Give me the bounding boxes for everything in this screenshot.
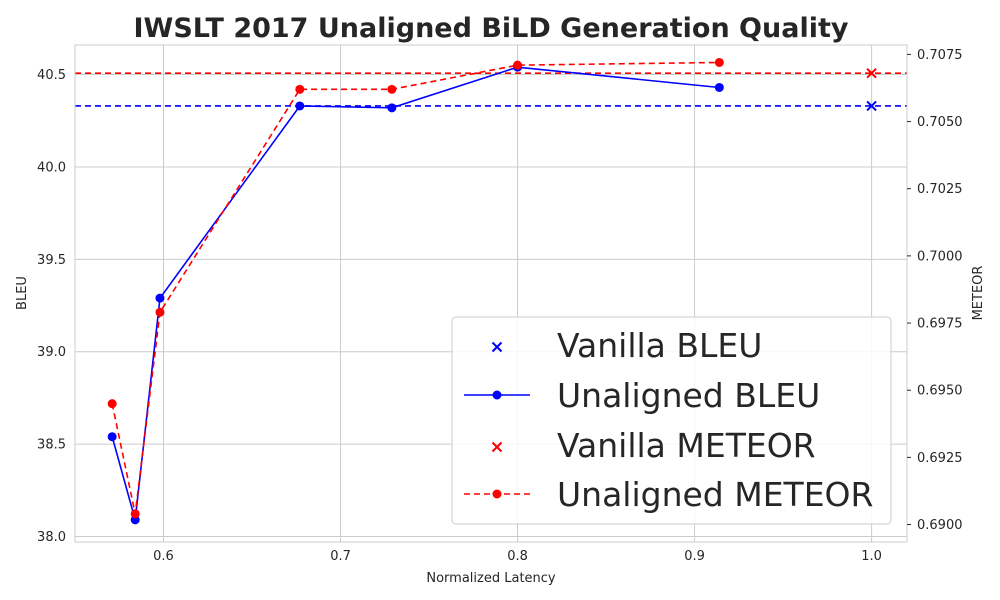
legend-marker-unaligned-bleu xyxy=(492,390,502,400)
legend-label: Vanilla METEOR xyxy=(557,426,816,465)
legend-entry-vanilla-bleu: Vanilla BLEU xyxy=(491,326,762,365)
unaligned-meteor-point xyxy=(155,307,165,317)
unaligned-bleu-point xyxy=(387,103,397,113)
x-tick-label: 0.7 xyxy=(330,549,351,564)
y-left-tick-label: 40.5 xyxy=(37,68,66,83)
unaligned-meteor-point xyxy=(107,399,117,409)
y-right-tick-label: 0.7050 xyxy=(917,115,963,130)
y-left-tick-label: 39.0 xyxy=(37,345,66,360)
legend-entry-vanilla-meteor: Vanilla METEOR xyxy=(491,426,816,465)
y-right-tick-label: 0.6900 xyxy=(917,518,963,533)
unaligned-meteor-point xyxy=(387,84,397,94)
x-tick-label: 0.9 xyxy=(684,549,705,564)
y-right-tick-label: 0.7025 xyxy=(917,182,963,197)
y-axis-right-label: METEOR xyxy=(971,266,986,321)
legend-box xyxy=(451,316,892,525)
legend-entry-unaligned-meteor: Unaligned METEOR xyxy=(464,475,873,514)
chart-title: IWSLT 2017 Unaligned BiLD Generation Qua… xyxy=(134,13,849,44)
x-tick-label: 0.8 xyxy=(507,549,528,564)
unaligned-bleu-point xyxy=(155,293,165,303)
y-axis-left-label: BLEU xyxy=(15,276,30,310)
unaligned-bleu-point xyxy=(107,432,117,442)
y-left-tick-label: 38.5 xyxy=(37,438,66,453)
x-tick-label: 1.0 xyxy=(861,549,882,564)
y-right-tick-label: 0.7075 xyxy=(917,48,963,63)
vanilla-meteor-point xyxy=(866,68,877,79)
legend-marker-unaligned-meteor xyxy=(492,489,502,499)
x-axis-label: Normalized Latency xyxy=(426,571,556,586)
legend-label: Unaligned BLEU xyxy=(557,376,820,415)
y-right-tick-label: 0.6925 xyxy=(917,451,963,466)
unaligned-meteor-point xyxy=(513,60,523,70)
unaligned-meteor-point xyxy=(295,84,305,94)
legend: Vanilla BLEU Unaligned BLEU Vanilla METEOR… xyxy=(451,316,892,525)
legend-label: Unaligned METEOR xyxy=(557,475,873,514)
vanilla-bleu-point xyxy=(866,100,877,112)
series-layer xyxy=(107,57,877,525)
unaligned-bleu-point xyxy=(295,101,305,111)
legend-label: Vanilla BLEU xyxy=(557,326,762,365)
legend-entry-unaligned-bleu: Unaligned BLEU xyxy=(464,376,820,415)
unaligned-meteor-point xyxy=(714,57,724,67)
legend-marker-vanilla-bleu xyxy=(491,341,503,353)
unaligned-bleu-point xyxy=(714,82,724,92)
y-right-tick-label: 0.6975 xyxy=(917,317,963,332)
x-tick-label: 0.6 xyxy=(153,549,174,564)
reference-lines xyxy=(75,72,907,107)
y-left-tick-label: 40.0 xyxy=(37,160,66,175)
unaligned-meteor-point xyxy=(130,509,140,519)
y-left-tick-label: 38.0 xyxy=(37,530,66,545)
axis-layer: 0.6 0.7 0.8 0.9 1.0 38.0 38.5 39.0 39.5 40.0 40.5 0… xyxy=(37,48,962,564)
y-right-tick-label: 0.6950 xyxy=(917,384,963,399)
plot-frame xyxy=(74,44,908,543)
legend-marker-vanilla-meteor xyxy=(491,441,503,453)
y-left-tick-label: 39.5 xyxy=(37,253,66,268)
y-right-tick-label: 0.7000 xyxy=(917,249,963,264)
